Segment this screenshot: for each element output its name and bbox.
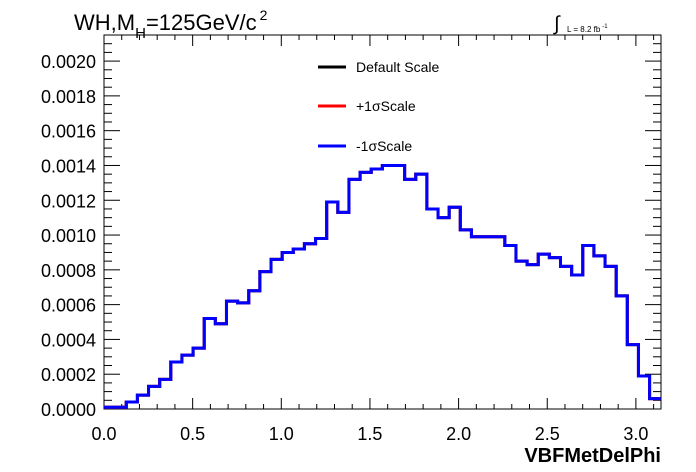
legend-label-minus: -1σScale bbox=[356, 138, 412, 154]
x-tick-label: 0.5 bbox=[180, 424, 205, 444]
histogram-series bbox=[104, 163, 661, 409]
y-tick-labels: 0.0000 0.0002 0.0004 0.0006 0.0008 0.0010 0.00… bbox=[41, 52, 96, 420]
y-tick-label: 0.0002 bbox=[41, 365, 96, 385]
lumi-integral-symbol: ∫ bbox=[553, 13, 561, 35]
y-tick-label: 0.0018 bbox=[41, 87, 96, 107]
y-tick-label: 0.0014 bbox=[41, 156, 96, 176]
y-tick-label: 0.0004 bbox=[41, 330, 96, 350]
y-tick-label: 0.0010 bbox=[41, 226, 96, 246]
axis-ticks bbox=[103, 35, 661, 410]
histogram-minus-1sigma bbox=[104, 163, 661, 409]
legend: Default Scale +1σScale -1σScale bbox=[318, 59, 439, 154]
x-tick-label: 0.0 bbox=[91, 424, 116, 444]
x-tick-label: 1.0 bbox=[269, 424, 294, 444]
chart-title: WH,MH=125GeV/c 2 bbox=[74, 7, 268, 42]
x-tick-label: 1.5 bbox=[357, 424, 382, 444]
y-tick-label: 0.0012 bbox=[41, 191, 96, 211]
x-tick-label: 2.5 bbox=[535, 424, 560, 444]
legend-label-default: Default Scale bbox=[356, 59, 439, 75]
x-axis-label: VBFMetDelPhi bbox=[524, 445, 661, 467]
x-tick-label: 2.0 bbox=[446, 424, 471, 444]
lumi-label: L = 8.2 fb -1 bbox=[567, 24, 608, 34]
y-tick-label: 0.0006 bbox=[41, 296, 96, 316]
y-tick-label: 0.0020 bbox=[41, 52, 96, 72]
y-tick-label: 0.0000 bbox=[41, 400, 96, 420]
y-tick-label: 0.0016 bbox=[41, 122, 96, 142]
y-tick-label: 0.0008 bbox=[41, 261, 96, 281]
plot-frame bbox=[103, 34, 662, 410]
legend-label-plus: +1σScale bbox=[356, 98, 416, 114]
x-tick-labels: 0.0 0.5 1.0 1.5 2.0 2.5 3.0 bbox=[91, 424, 648, 444]
x-tick-label: 3.0 bbox=[623, 424, 648, 444]
